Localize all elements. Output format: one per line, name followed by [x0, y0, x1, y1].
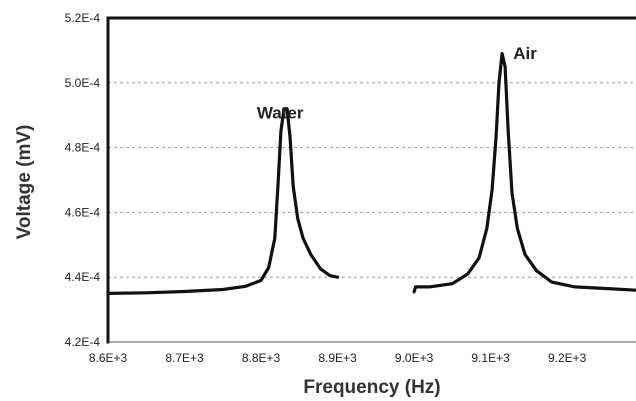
x-tick-label: 8.7E+3: [165, 351, 204, 365]
x-tick-label: 9.2E+3: [548, 351, 587, 365]
x-tick-label: 8.8E+3: [242, 351, 281, 365]
y-tick-label: 5.2E-4: [65, 11, 101, 25]
x-tick-label: 8.9E+3: [318, 351, 357, 365]
y-tick-label: 4.2E-4: [65, 335, 101, 349]
y-axis-title: Voltage (mV): [14, 125, 35, 240]
annotations: Water Air: [257, 44, 537, 122]
y-tick-label: 4.8E-4: [65, 141, 101, 155]
x-axis-title: Frequency (Hz): [303, 377, 440, 398]
x-tick-label: 8.6E+3: [89, 351, 128, 365]
x-tick-labels: 8.6E+3 8.7E+3 8.8E+3 8.9E+3 9.0E+3 9.1E+3 9.2E…: [89, 351, 587, 365]
x-tick-label: 9.0E+3: [395, 351, 434, 365]
series-line-2: [412, 52, 636, 294]
y-tick-label: 4.6E-4: [65, 205, 101, 219]
series-line-1: [106, 107, 340, 295]
annotation-water: Water: [257, 103, 304, 122]
y-tick-labels: 4.2E-4 4.4E-4 4.6E-4 4.8E-4 5.0E-4 5.2E-4: [65, 11, 101, 349]
x-tick-label: 9.1E+3: [471, 351, 510, 365]
series-lines: [106, 52, 636, 295]
gridlines: [108, 82, 636, 278]
annotation-air: Air: [513, 44, 537, 63]
y-tick-label: 5.0E-4: [65, 76, 101, 90]
y-tick-label: 4.4E-4: [65, 270, 101, 284]
plot-frame: [106, 16, 636, 344]
